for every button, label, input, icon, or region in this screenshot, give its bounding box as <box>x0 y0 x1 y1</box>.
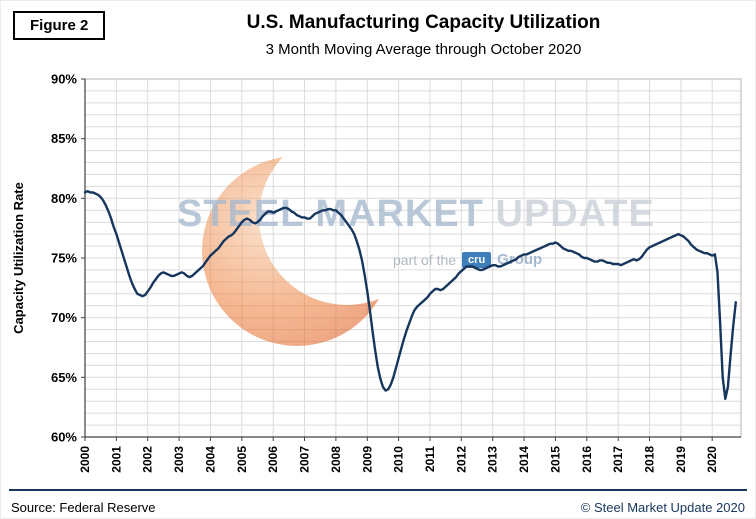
svg-text:2017: 2017 <box>611 446 625 473</box>
watermark-wordmark: STEEL MARKET UPDATE <box>177 193 655 236</box>
svg-text:2008: 2008 <box>329 446 343 473</box>
cru-logo: cru <box>462 251 492 268</box>
chart-title: U.S. Manufacturing Capacity Utilization <box>246 12 601 33</box>
svg-text:2011: 2011 <box>423 446 437 472</box>
watermark-word-market: MARKET <box>315 193 484 235</box>
svg-text:70%: 70% <box>51 310 77 325</box>
watermark-tagline-prefix: part of the <box>393 251 457 268</box>
svg-text:2012: 2012 <box>454 446 468 473</box>
watermark-word-update: UPDATE <box>495 193 655 235</box>
svg-text:2009: 2009 <box>360 446 374 473</box>
svg-text:2020: 2020 <box>705 446 719 473</box>
svg-text:2004: 2004 <box>203 446 217 473</box>
footer-divider <box>9 489 747 491</box>
watermark-tagline: part of the cru Group <box>393 251 542 268</box>
figure-label-text: Figure 2 <box>30 17 89 34</box>
svg-text:65%: 65% <box>51 370 77 385</box>
svg-text:2010: 2010 <box>392 446 406 473</box>
svg-text:2003: 2003 <box>172 446 186 473</box>
svg-text:2001: 2001 <box>109 446 123 473</box>
watermark-word-steel: STEEL <box>177 193 304 235</box>
svg-text:2002: 2002 <box>141 446 155 473</box>
svg-text:85%: 85% <box>51 131 77 146</box>
svg-text:75%: 75% <box>51 251 77 266</box>
svg-text:2015: 2015 <box>548 446 562 473</box>
watermark-tagline-suffix: Group <box>497 251 543 268</box>
svg-text:2005: 2005 <box>235 446 249 473</box>
svg-text:2007: 2007 <box>298 446 312 473</box>
svg-text:60%: 60% <box>51 430 77 445</box>
chart-subtitle: 3 Month Moving Average through October 2… <box>265 41 582 58</box>
svg-text:80%: 80% <box>51 191 77 206</box>
svg-text:2016: 2016 <box>580 446 594 473</box>
source-note: Source: Federal Reserve <box>11 500 156 515</box>
svg-text:2019: 2019 <box>674 446 688 473</box>
svg-text:2013: 2013 <box>486 446 500 473</box>
copyright-note: © Steel Market Update 2020 <box>580 500 745 515</box>
svg-text:Capacity Utilization Rate: Capacity Utilization Rate <box>11 182 26 334</box>
svg-text:2018: 2018 <box>643 446 657 473</box>
svg-text:2014: 2014 <box>517 446 531 473</box>
svg-text:2006: 2006 <box>266 446 280 473</box>
figure-label: Figure 2 <box>13 11 106 40</box>
svg-text:90%: 90% <box>51 72 77 87</box>
smu-crescent-logo-icon <box>202 156 392 346</box>
svg-text:2000: 2000 <box>78 446 92 473</box>
